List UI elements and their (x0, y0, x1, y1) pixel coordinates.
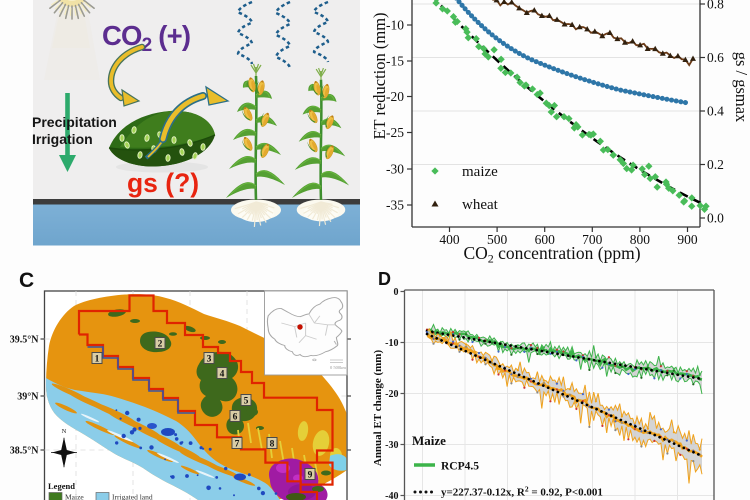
svg-text:700: 700 (582, 232, 603, 247)
svg-text:800: 800 (630, 232, 651, 247)
svg-text:C: C (19, 269, 34, 292)
svg-text:-40: -40 (385, 491, 398, 500)
svg-text:y=227.37-0.12x, R2 = 0.92, P<0: y=227.37-0.12x, R2 = 0.92, P<0.001 (441, 485, 603, 499)
svg-text:Annual ET change (mm): Annual ET change (mm) (372, 350, 384, 467)
svg-text:-10: -10 (386, 18, 404, 33)
svg-text:Irrigated land: Irrigated land (112, 493, 153, 500)
svg-text:wheat: wheat (462, 197, 499, 213)
svg-text:N: N (62, 428, 67, 435)
svg-text:0.6: 0.6 (707, 50, 724, 65)
svg-text:gs (?): gs (?) (127, 168, 199, 198)
svg-text:1: 1 (95, 355, 100, 365)
svg-text:400: 400 (439, 232, 460, 247)
svg-text:0.4: 0.4 (707, 104, 724, 119)
svg-text:D: D (378, 269, 391, 289)
svg-text:gs / gsmax: gs / gsmax (732, 52, 750, 123)
svg-text:2: 2 (158, 340, 163, 350)
svg-text:RCP4.5: RCP4.5 (441, 461, 479, 473)
svg-text:39°N: 39°N (17, 392, 39, 403)
svg-text:-15: -15 (386, 54, 404, 69)
svg-text:-30: -30 (385, 440, 398, 451)
svg-text:0.8: 0.8 (707, 0, 724, 12)
svg-text:39.5°N: 39.5°N (10, 335, 39, 346)
svg-text:0.2: 0.2 (707, 157, 724, 172)
svg-text:Maize: Maize (412, 433, 446, 448)
svg-text:CO2 concentration (ppm): CO2 concentration (ppm) (463, 243, 640, 266)
svg-text:ET reduction (mm): ET reduction (mm) (370, 12, 389, 139)
svg-text:-25: -25 (386, 125, 404, 140)
svg-text:-20: -20 (386, 89, 404, 104)
svg-text:-10: -10 (385, 338, 398, 349)
svg-text:maize: maize (462, 164, 498, 180)
svg-text:Legend: Legend (48, 481, 75, 491)
svg-text:-20: -20 (385, 389, 398, 400)
svg-text:Maize: Maize (65, 493, 84, 500)
svg-text:5: 5 (244, 397, 249, 407)
svg-text:600: 600 (535, 232, 556, 247)
svg-text:4: 4 (220, 370, 225, 380)
svg-text:8: 8 (270, 440, 275, 450)
svg-text:900: 900 (677, 232, 698, 247)
svg-text:500: 500 (487, 232, 508, 247)
svg-text:0 500km: 0 500km (330, 365, 346, 370)
svg-text:0: 0 (394, 287, 399, 298)
svg-text:-35: -35 (386, 198, 404, 213)
svg-text:38.5°N: 38.5°N (10, 446, 39, 457)
svg-text:7: 7 (235, 440, 240, 450)
svg-text:Irrigation: Irrigation (32, 131, 93, 147)
svg-text:-30: -30 (386, 162, 404, 177)
svg-text:6: 6 (233, 413, 238, 423)
svg-text:Precipitation: Precipitation (32, 114, 117, 130)
svg-text:9: 9 (308, 471, 313, 481)
svg-text:0.0: 0.0 (707, 211, 724, 226)
svg-text:3: 3 (207, 355, 212, 365)
